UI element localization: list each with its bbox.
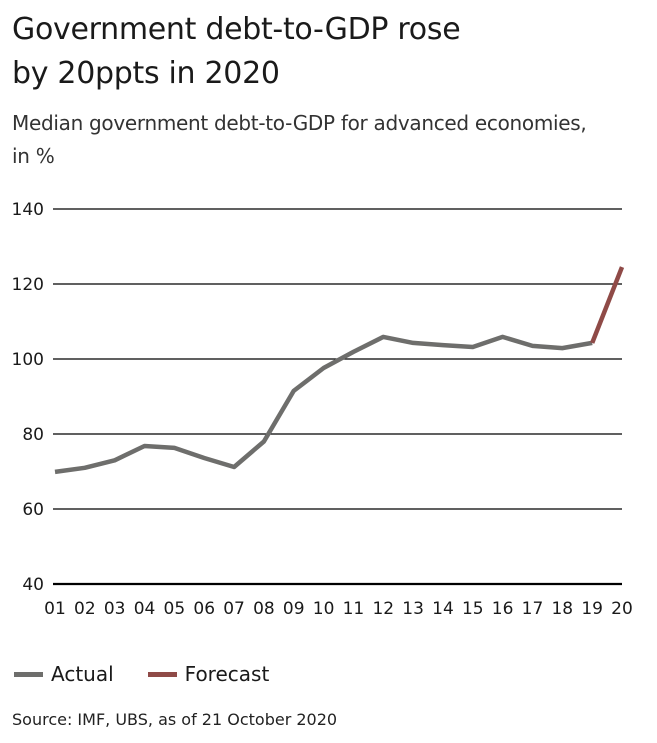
x-tick-label: 20 [611, 599, 633, 619]
legend-label-actual: Actual [51, 662, 114, 686]
y-axis-ticks: 40 60 80 100 120 140 [12, 200, 44, 595]
x-tick-label: 19 [581, 599, 603, 619]
x-tick-label: 06 [193, 599, 215, 619]
line-chart: 40 60 80 100 120 140 01 02 03 04 05 06 07 08 09 10 11 12… [12, 200, 633, 619]
chart-subtitle: Median government debt-to-GDP for advanc… [12, 111, 587, 168]
x-tick-label: 15 [462, 599, 484, 619]
x-tick-label: 17 [522, 599, 544, 619]
legend-item-forecast: Forecast [147, 662, 270, 686]
legend-swatch-actual [14, 671, 43, 677]
x-tick-label: 02 [74, 599, 96, 619]
y-tick-label: 120 [12, 275, 44, 295]
x-tick-label: 16 [492, 599, 514, 619]
x-tick-label: 14 [432, 599, 454, 619]
legend-item-actual: Actual [14, 662, 114, 686]
source-note: Source: IMF, UBS, as of 21 October 2020 [12, 710, 338, 729]
gridlines [53, 208, 622, 586]
x-axis-ticks: 01 02 03 04 05 06 07 08 09 10 11 12 13 14 15 16 17 18 19 20 [44, 599, 633, 619]
x-tick-label: 12 [372, 599, 394, 619]
x-tick-label: 18 [551, 599, 573, 619]
x-tick-label: 13 [402, 599, 424, 619]
x-tick-label: 01 [44, 599, 66, 619]
x-tick-label: 09 [283, 599, 305, 619]
legend: Actual Forecast [14, 660, 303, 688]
y-tick-label: 60 [22, 500, 44, 520]
series-lines [54, 266, 625, 475]
y-tick-label: 40 [22, 575, 44, 595]
y-tick-label: 80 [22, 425, 44, 445]
series-line-actual [54, 334, 593, 475]
x-tick-label: 05 [164, 599, 186, 619]
y-tick-label: 100 [12, 350, 44, 370]
chart-title: Government debt-to-GDP rose by 20ppts in … [12, 12, 461, 91]
x-tick-label: 04 [134, 599, 156, 619]
x-tick-label: 03 [104, 599, 126, 619]
y-tick-label: 140 [12, 200, 44, 220]
series-line-forecast [590, 266, 625, 344]
x-tick-label: 07 [223, 599, 245, 619]
x-tick-label: 08 [253, 599, 275, 619]
x-tick-label: 10 [313, 599, 335, 619]
x-tick-label: 11 [343, 599, 365, 619]
legend-label-forecast: Forecast [184, 662, 270, 686]
legend-swatch-forecast [147, 671, 177, 677]
